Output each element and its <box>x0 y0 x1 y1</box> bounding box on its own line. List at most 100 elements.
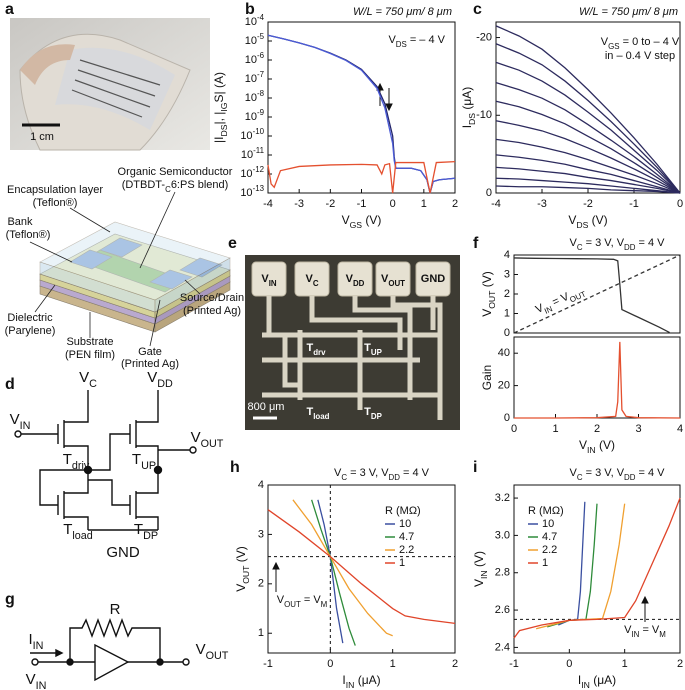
x-tick-label: -2 <box>325 198 335 210</box>
plot-frame <box>267 484 456 654</box>
panel-label: f <box>473 235 479 252</box>
device-label: (Printed Ag) <box>183 305 241 317</box>
micrograph-label: Tload <box>307 406 330 421</box>
device-label: Encapsulation layer <box>7 184 103 196</box>
circuit-label: VOUT <box>191 429 224 450</box>
x-tick-label: 1 <box>421 198 427 210</box>
y-tick-label: 2.8 <box>495 567 510 579</box>
panel-label: g <box>5 591 15 608</box>
annotation: W/L = 750 μm/ 8 μm <box>353 6 452 18</box>
legend-label: 4.7 <box>542 531 557 543</box>
legend-label: 2.2 <box>399 544 414 556</box>
y-tick-label: 10-5 <box>245 32 265 47</box>
y-axis-label: Gain <box>480 365 494 390</box>
series-line <box>495 177 681 194</box>
x-tick-label: 2 <box>594 423 600 435</box>
y-tick-label: 0 <box>486 187 492 199</box>
series-line <box>495 82 681 194</box>
circuit-d <box>14 390 197 531</box>
x-tick-label: 0 <box>327 658 333 670</box>
device-stack <box>29 191 231 347</box>
legend-label: 10 <box>542 518 554 530</box>
series-line <box>513 257 670 334</box>
series-line <box>267 34 456 194</box>
circuit-label: VOUT <box>196 641 229 662</box>
chart-title: VC = 3 V, VDD = 4 V <box>334 467 430 482</box>
series-line <box>495 43 681 194</box>
x-tick-label: 1 <box>552 423 558 435</box>
circuit-label: VIN <box>10 411 31 432</box>
micrograph-label: VIN <box>261 273 277 288</box>
y-tick-label: 10-13 <box>240 184 264 199</box>
circuit-label: GND <box>106 544 140 561</box>
y-tick-label: 10-11 <box>241 146 265 161</box>
y-tick-label: 10-7 <box>245 70 264 85</box>
annotation: VIN = VM <box>624 624 666 639</box>
panel-label: i <box>473 459 477 476</box>
x-tick-label: 3 <box>635 423 641 435</box>
x-axis-label: VGS (V) <box>342 213 382 230</box>
x-tick-label: -2 <box>583 198 593 210</box>
x-tick-label: -4 <box>491 198 501 210</box>
series-line <box>495 166 681 194</box>
y-tick-label: 0 <box>504 327 510 339</box>
x-tick-label: 1 <box>390 658 396 670</box>
annotation: VOUT = VM <box>277 594 328 609</box>
x-tick-label: 2 <box>677 658 683 670</box>
panel-label: e <box>228 235 237 252</box>
y-tick-label: -20 <box>476 31 492 43</box>
series-line <box>495 100 681 194</box>
y-tick-label: 2 <box>258 578 264 590</box>
flexible-film-photo <box>10 18 210 151</box>
y-axis-label: IDS (μA) <box>460 87 477 129</box>
legend-label: 10 <box>399 518 411 530</box>
micrograph-label: GND <box>421 273 446 285</box>
plot-frame <box>513 484 681 654</box>
y-tick-label: 10-4 <box>245 13 265 28</box>
y-tick-label: 1 <box>258 627 264 639</box>
plot-frame <box>513 336 681 419</box>
series-line <box>311 499 356 646</box>
circuit-label: Tload <box>63 521 93 542</box>
series-line <box>292 499 393 637</box>
circuit-label: VIN <box>26 671 47 690</box>
y-axis-label: |IDS|, |IGS| (A) <box>212 72 229 143</box>
y-tick-label: 10-8 <box>245 89 265 104</box>
x-tick-label: 0 <box>511 423 517 435</box>
x-tick-label: -1 <box>509 658 519 670</box>
legend-label: 1 <box>399 557 405 569</box>
circuit-label: Tdriv <box>63 451 90 472</box>
series-line <box>267 509 456 624</box>
y-tick-label: 2.4 <box>495 641 510 653</box>
x-tick-label: 2 <box>452 658 458 670</box>
legend-label: 4.7 <box>399 531 414 543</box>
x-tick-label: 2 <box>452 198 458 210</box>
circuit-label: TDP <box>134 521 158 542</box>
y-tick-label: 3 <box>504 268 510 280</box>
y-tick-label: 10-12 <box>240 165 264 180</box>
y-tick-label: 40 <box>498 347 510 359</box>
y-tick-label: 0 <box>504 412 510 424</box>
y-tick-label: 10-9 <box>245 108 265 123</box>
legend-title: R (MΩ) <box>528 505 564 517</box>
chart-title: VC = 3 V, VDD = 4 V <box>569 467 665 482</box>
annotation: VIN = VOUT <box>534 284 587 319</box>
y-axis-label: VIN (V) <box>472 551 489 587</box>
x-axis-label: IIN (μA) <box>578 673 616 690</box>
x-tick-label: -3 <box>537 198 547 210</box>
chart-title: VC = 3 V, VDD = 4 V <box>569 237 665 252</box>
y-tick-label: 1 <box>504 307 510 319</box>
x-axis-label: VIN (V) <box>579 438 615 455</box>
x-tick-label: 0 <box>677 198 683 210</box>
y-tick-label: 2 <box>504 288 510 300</box>
y-tick-label: 20 <box>498 380 510 392</box>
y-tick-label: 3 <box>258 528 264 540</box>
micrograph-label: VOUT <box>381 273 405 288</box>
device-label: (DTBDT-C6:PS blend) <box>122 179 229 194</box>
x-tick-label: -1 <box>357 198 367 210</box>
panel-label: b <box>245 1 255 18</box>
legend-title: R (MΩ) <box>385 505 421 517</box>
circuit-label: IIN <box>29 631 44 652</box>
legend-label: 2.2 <box>542 544 557 556</box>
panel-label: d <box>5 376 15 393</box>
